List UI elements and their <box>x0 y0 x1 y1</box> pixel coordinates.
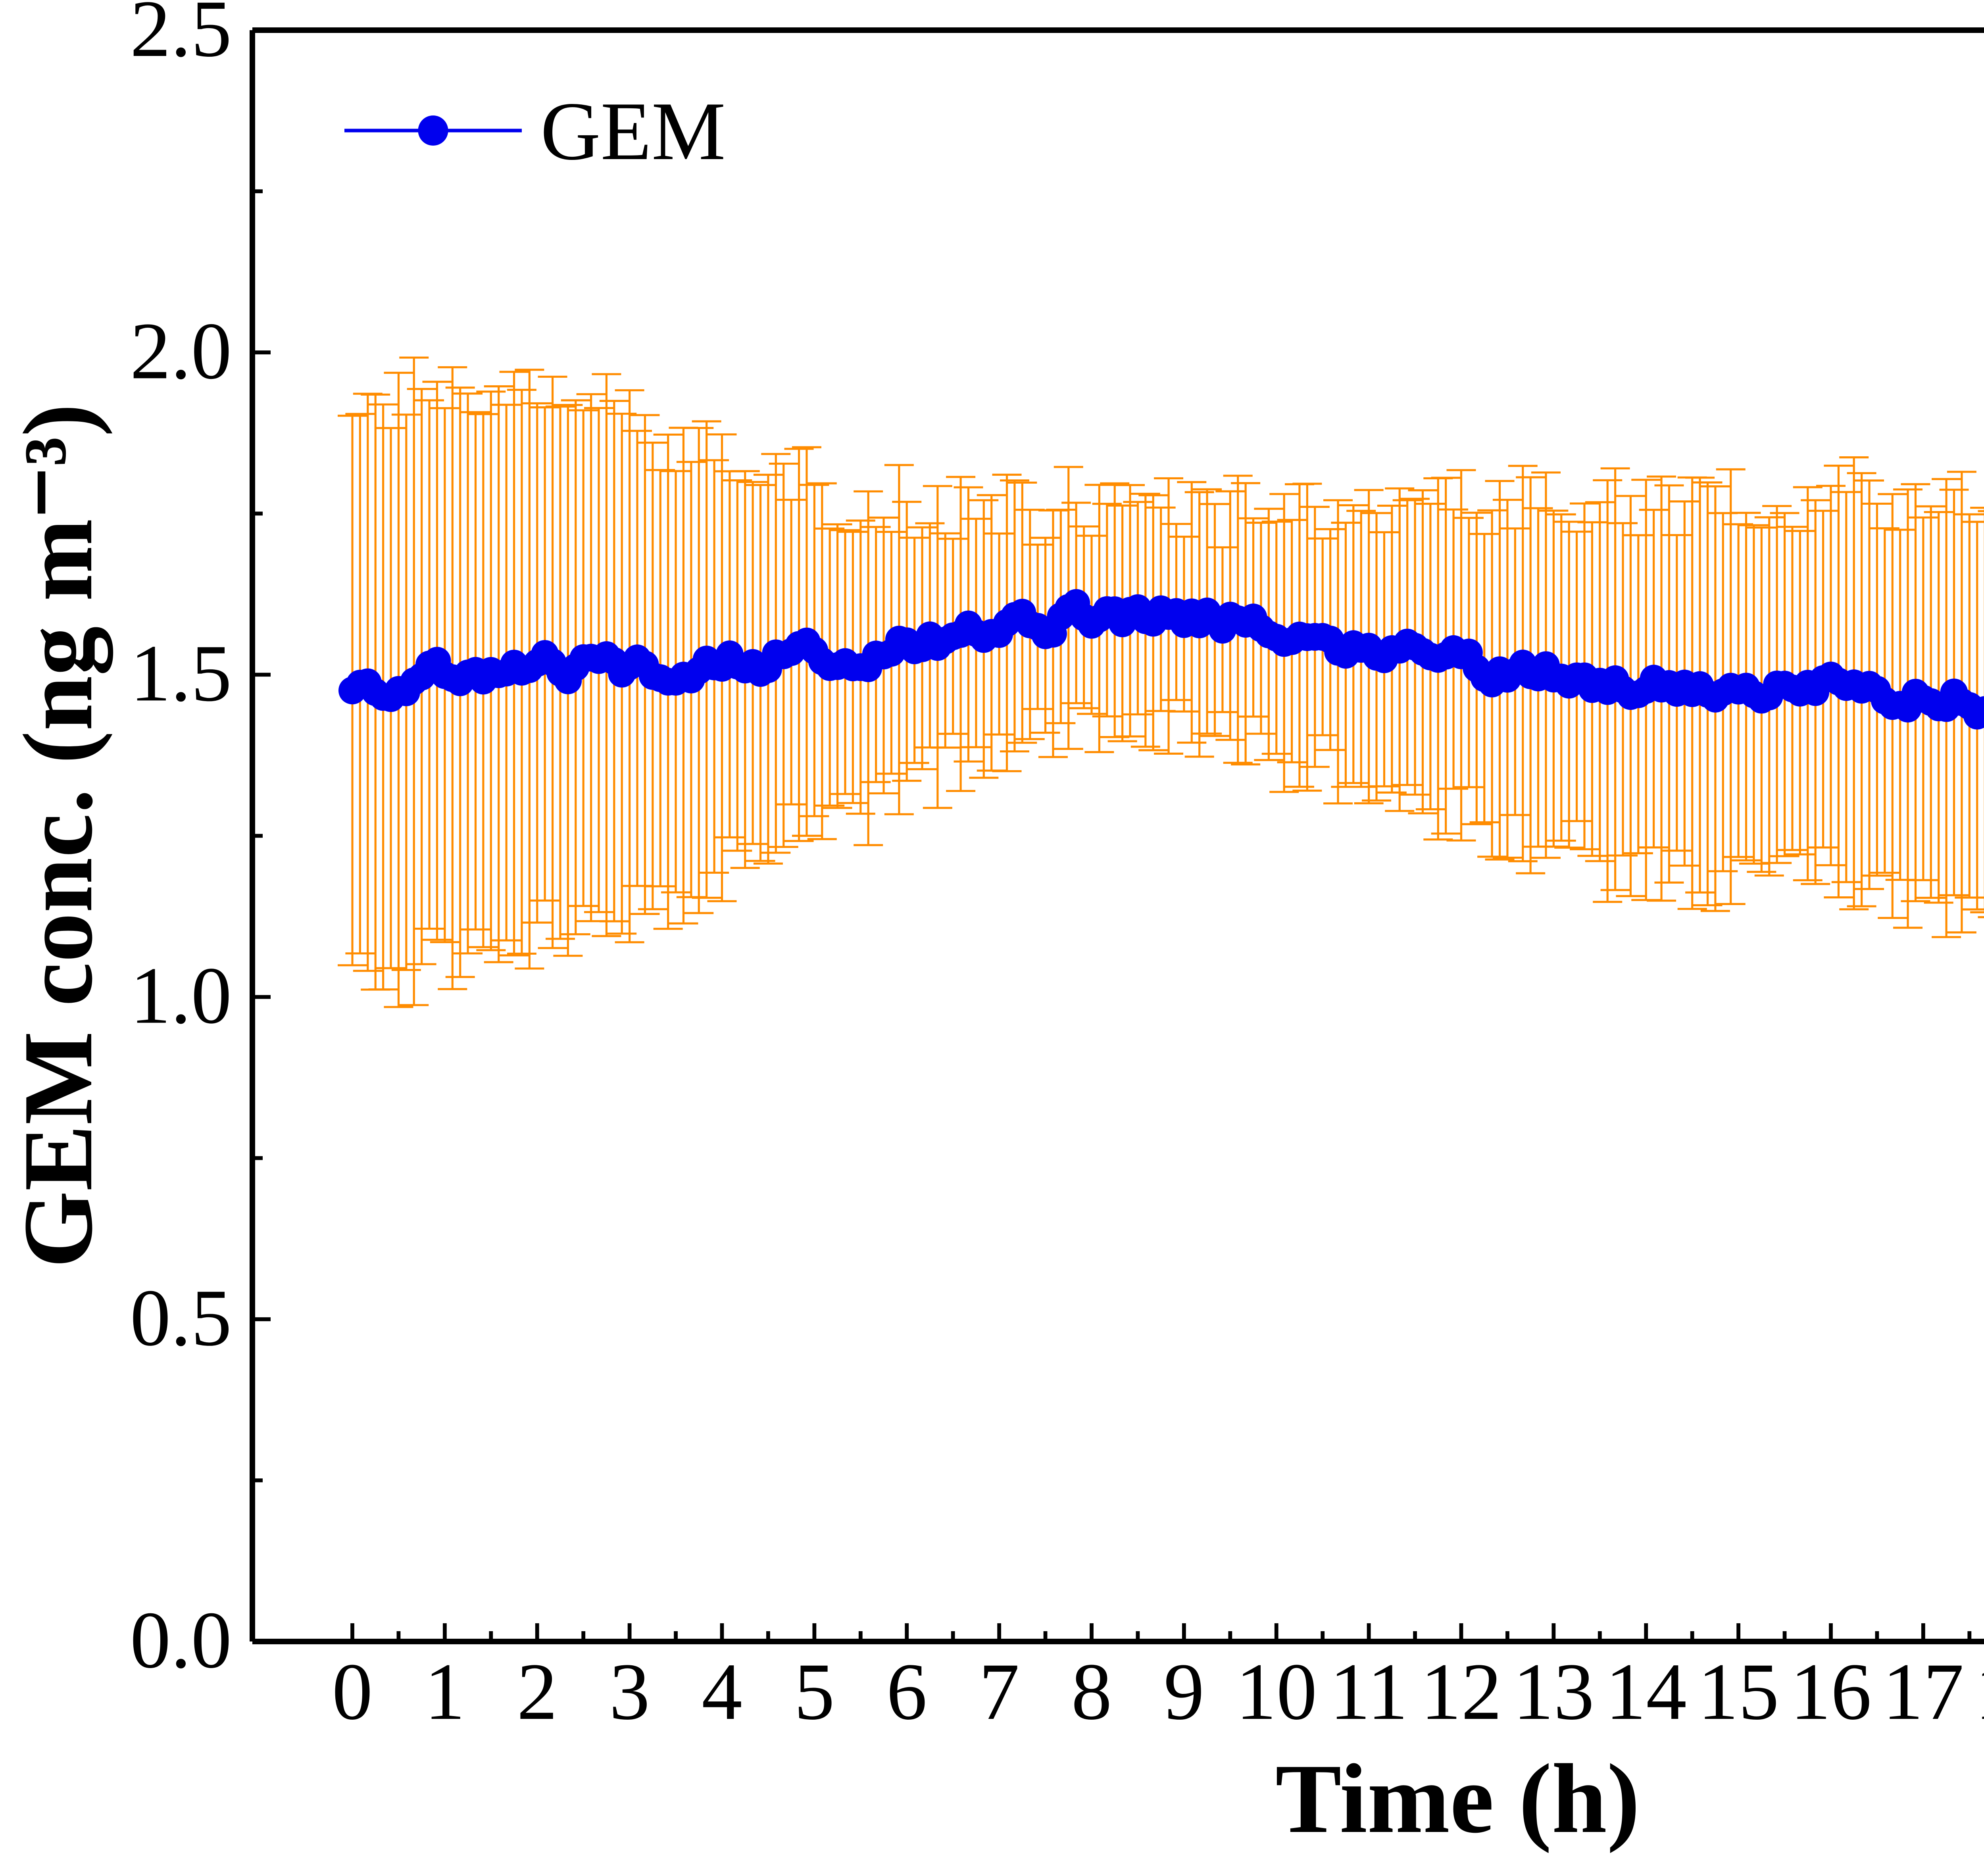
svg-text:1.5: 1.5 <box>130 628 232 718</box>
svg-text:6: 6 <box>886 1647 927 1737</box>
svg-text:17: 17 <box>1882 1647 1964 1737</box>
svg-text:GEM conc. (ng m⁻³): GEM conc. (ng m⁻³) <box>3 404 113 1268</box>
svg-text:16: 16 <box>1790 1647 1872 1737</box>
svg-text:0: 0 <box>332 1647 373 1737</box>
svg-text:10: 10 <box>1236 1647 1317 1737</box>
svg-text:0.0: 0.0 <box>130 1595 232 1685</box>
svg-text:2.0: 2.0 <box>130 306 232 396</box>
svg-text:9: 9 <box>1164 1647 1205 1737</box>
svg-text:1.0: 1.0 <box>130 951 232 1041</box>
svg-text:0.5: 0.5 <box>130 1273 232 1363</box>
svg-text:5: 5 <box>794 1647 835 1737</box>
svg-text:13: 13 <box>1513 1647 1594 1737</box>
svg-text:11: 11 <box>1330 1647 1408 1737</box>
svg-text:Time (h): Time (h) <box>1275 1744 1640 1854</box>
svg-text:2.5: 2.5 <box>130 0 232 74</box>
svg-text:14: 14 <box>1605 1647 1687 1737</box>
svg-text:4: 4 <box>702 1647 742 1737</box>
svg-text:7: 7 <box>979 1647 1020 1737</box>
svg-text:2: 2 <box>517 1647 558 1737</box>
svg-text:15: 15 <box>1698 1647 1779 1737</box>
svg-text:18: 18 <box>1975 1647 1984 1737</box>
svg-text:8: 8 <box>1071 1647 1112 1737</box>
svg-text:1: 1 <box>425 1647 465 1737</box>
svg-text:12: 12 <box>1421 1647 1502 1737</box>
svg-text:GEM: GEM <box>540 85 726 177</box>
svg-text:3: 3 <box>609 1647 650 1737</box>
